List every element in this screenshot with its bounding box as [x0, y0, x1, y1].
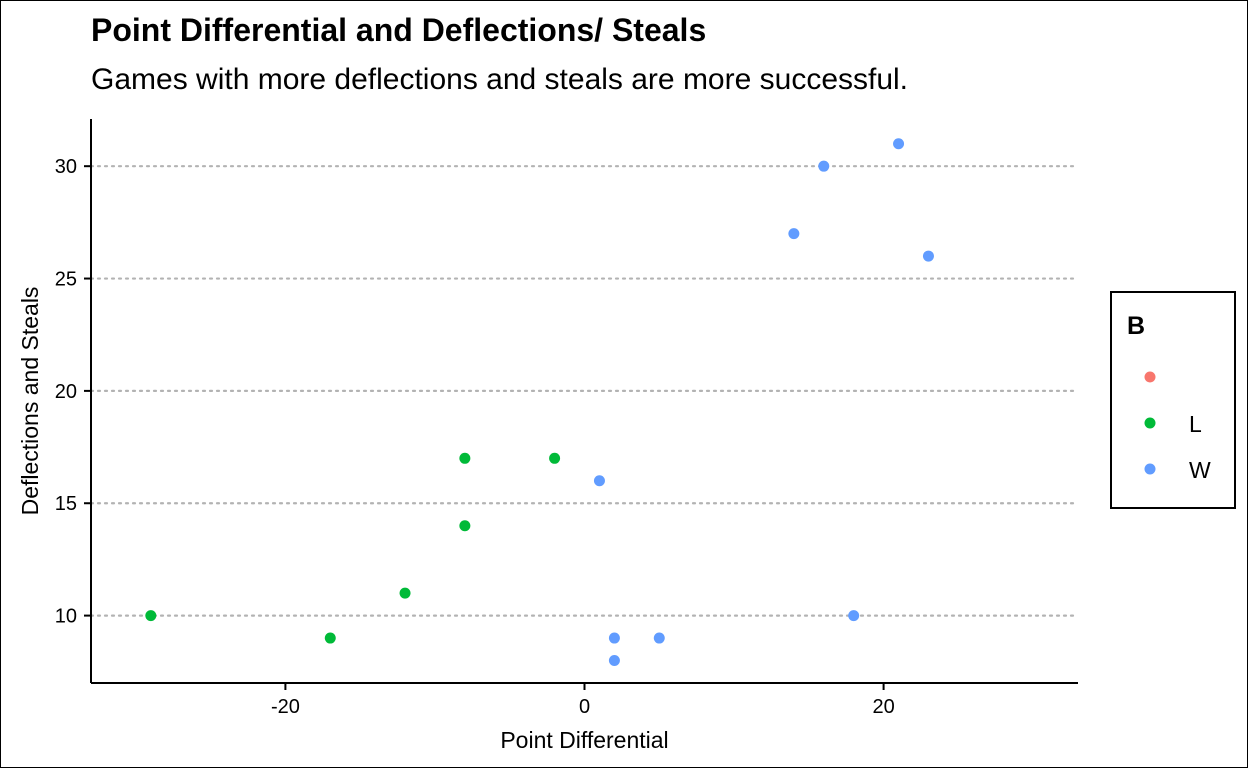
chart-subtitle: Games with more deflections and steals a…: [91, 63, 909, 96]
data-point-w: [653, 632, 665, 644]
chart-title: Point Differential and Deflections/ Stea…: [91, 12, 707, 48]
legend-box: [1110, 291, 1236, 509]
data-point-l: [459, 452, 471, 464]
data-point-l: [145, 610, 157, 622]
x-axis-title: Point Differential: [500, 727, 668, 753]
y-tick-label: 25: [55, 269, 77, 291]
data-point-w: [848, 610, 860, 622]
y-tick-label: 30: [55, 156, 77, 178]
data-point-w: [818, 160, 830, 172]
legend-marker: [1144, 417, 1156, 429]
data-point-w: [608, 655, 620, 667]
x-tick-label: 20: [872, 696, 894, 718]
legend-marker: [1144, 463, 1156, 475]
data-point-w: [922, 250, 934, 262]
data-point-w: [608, 632, 620, 644]
y-tick-label: 15: [55, 493, 77, 515]
y-tick-label: 20: [55, 381, 77, 403]
legend-title: B: [1127, 312, 1145, 340]
data-point-l: [324, 632, 336, 644]
x-tick-label: 0: [579, 696, 590, 718]
data-point-w: [788, 228, 800, 240]
y-axis-title: Deflections and Steals: [17, 287, 43, 516]
data-point-w: [893, 138, 905, 150]
data-point-l: [459, 520, 471, 532]
data-point-l: [549, 452, 561, 464]
x-tick-label: -20: [271, 696, 300, 718]
legend-label: W: [1189, 457, 1211, 483]
legend-marker: [1144, 371, 1156, 383]
data-point-l: [399, 587, 411, 599]
y-tick-label: 10: [55, 606, 77, 628]
data-point-w: [593, 475, 605, 487]
legend-label: L: [1189, 411, 1202, 437]
